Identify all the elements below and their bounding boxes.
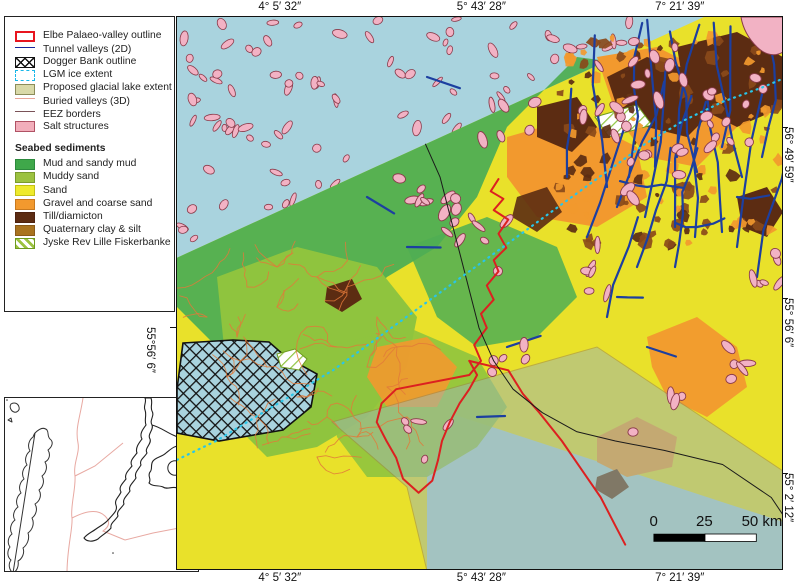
svg-text:25: 25 [696,513,713,530]
svg-text:50 km: 50 km [742,513,783,530]
svg-text:0: 0 [650,513,658,530]
